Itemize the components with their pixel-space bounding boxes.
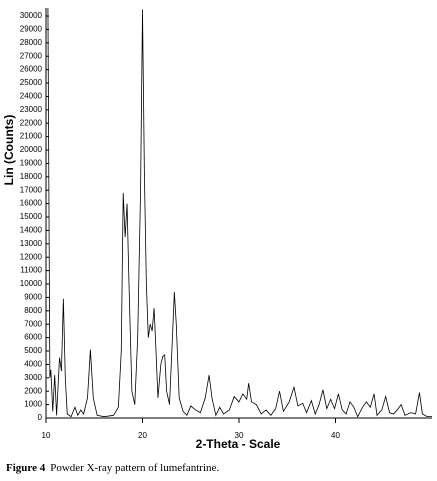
data-line	[47, 7, 432, 418]
x-tick-label: 30	[235, 431, 244, 440]
x-tick-label: 40	[331, 431, 340, 440]
caption-label: Figure 4	[6, 462, 46, 474]
y-tick-label: 30000	[20, 11, 43, 20]
x-axis-title: 2-Theta - Scale	[196, 437, 281, 451]
y-tick-label: 6000	[24, 333, 42, 342]
y-tick-label: 5000	[24, 346, 42, 355]
y-tick-label: 24000	[20, 92, 43, 101]
y-tick-label: 16000	[20, 199, 43, 208]
y-tick-label: 9000	[24, 293, 42, 302]
y-axis-title: Lin (Counts)	[2, 115, 16, 186]
y-tick-label: 8000	[24, 306, 42, 315]
y-tick-label: 11000	[20, 266, 42, 275]
x-tick-label: 10	[42, 431, 51, 440]
y-tick-label: 0	[38, 413, 43, 422]
y-tick-label: 26000	[20, 65, 43, 74]
y-tick-label: 15000	[20, 212, 43, 221]
y-tick-label: 27000	[20, 51, 43, 60]
y-tick-label: 12000	[20, 252, 43, 261]
y-tick-label: 13000	[20, 239, 43, 248]
caption-text: Powder X-ray pattern of lumefantrine.	[50, 462, 219, 474]
y-tick-label: 1000	[24, 400, 42, 409]
caption: Figure 4 Powder X-ray pattern of lumefant…	[6, 462, 219, 474]
y-tick-label: 21000	[20, 132, 43, 141]
y-tick-label: 20000	[20, 145, 43, 154]
y-tick-label: 22000	[20, 118, 43, 127]
y-tick-label: 4000	[24, 360, 42, 369]
x-tick-label: 20	[138, 431, 147, 440]
y-tick-label: 10000	[20, 279, 43, 288]
y-tick-label: 18000	[20, 172, 43, 181]
y-tick-label: 7000	[24, 319, 42, 328]
y-tick-label: 19000	[20, 159, 43, 168]
y-tick-label: 29000	[20, 25, 43, 34]
y-tick-label: 23000	[20, 105, 43, 114]
y-tick-label: 28000	[20, 38, 43, 47]
y-tick-label: 3000	[24, 373, 42, 382]
y-tick-label: 25000	[20, 78, 43, 87]
y-tick-label: 2000	[24, 386, 42, 395]
y-tick-label: 17000	[20, 185, 43, 194]
y-tick-label: 14000	[20, 226, 43, 235]
